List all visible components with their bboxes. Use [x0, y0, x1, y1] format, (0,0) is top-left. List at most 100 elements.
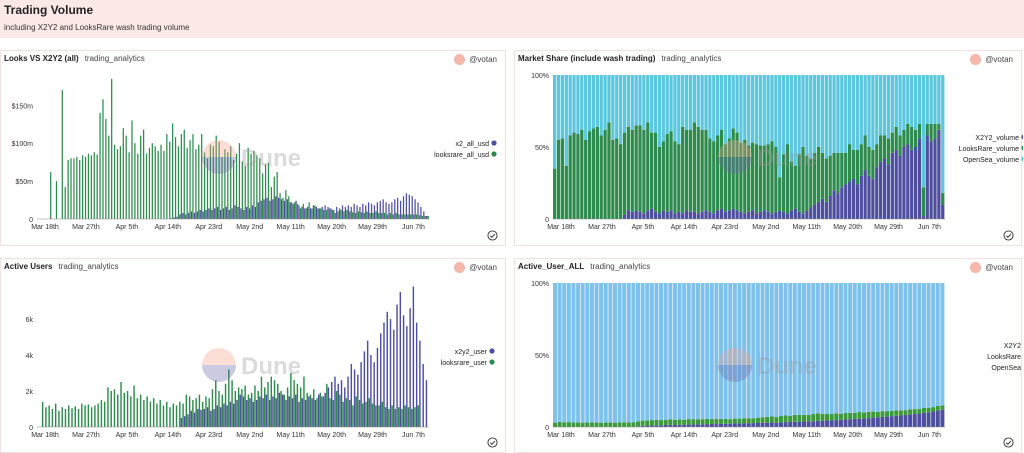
bar-x2y2_user	[285, 400, 287, 427]
legend-label: x2_all_usd	[456, 141, 490, 148]
bar-looksrare_user	[414, 407, 416, 427]
bar-LooksRare_volume	[704, 129, 708, 211]
bar-looksrare_all_usd	[137, 153, 139, 219]
check-circle-icon[interactable]	[1003, 437, 1014, 448]
bar-OpenSea_volume	[611, 75, 615, 140]
bar-looksrare_user	[146, 396, 148, 427]
bar-x2y2_user	[226, 405, 228, 427]
bar-x2_all_usd	[292, 203, 294, 219]
bar-LooksRare_volume	[793, 165, 797, 209]
bar-LooksRare	[921, 407, 926, 413]
bar-looksrare_all_usd	[366, 211, 368, 219]
legend[interactable]: X2Y2 LooksRare OpenSea	[987, 342, 1023, 372]
bar-X2Y2	[926, 412, 931, 427]
bar-OpenSea_volume	[560, 75, 565, 139]
bar-x2y2_user	[406, 326, 408, 427]
bar-x2y2_user	[190, 410, 192, 427]
bar-LooksRare_volume	[797, 154, 801, 212]
bar-OpenSea_volume	[898, 75, 902, 136]
bar-OpenSea	[926, 283, 931, 408]
panel-author[interactable]: @votan	[454, 54, 497, 65]
bar-looksrare_all_usd	[250, 153, 252, 219]
bar-OpenSea_volume	[673, 75, 677, 142]
bar-looksrare_user	[260, 376, 263, 427]
legend-label: X2Y2	[1004, 343, 1021, 350]
bar-looksrare_user	[332, 400, 335, 427]
chart-active-users: 0 2k 4k 6k Mar 18th Mar 27th Apr 5th Apr 14th Ap…	[26, 286, 495, 439]
bar-LooksRare_volume	[580, 129, 584, 219]
bar-X2Y2	[732, 423, 737, 427]
bar-LooksRare	[898, 410, 903, 416]
dune-watermark-text: Dune	[757, 145, 817, 172]
bar-OpenSea_volume	[921, 75, 925, 188]
bar-x2_all_usd	[356, 205, 358, 219]
bar-x2_all_usd	[193, 212, 196, 219]
bar-looksrare_all_usd	[256, 155, 258, 219]
bar-x2_all_usd	[385, 202, 387, 219]
bar-looksrare_user	[139, 394, 142, 427]
bar-X2Y2	[709, 423, 714, 427]
bar-LooksRare	[834, 413, 839, 421]
bar-OpenSea	[599, 283, 604, 423]
panel-author[interactable]: @votan	[970, 262, 1013, 273]
x-tick-label: Apr 5th	[632, 432, 655, 439]
bar-looksrare_all_usd	[238, 143, 241, 219]
bar-OpenSea	[746, 283, 751, 419]
bar-OpenSea	[691, 283, 696, 420]
x-tick-label: May 11th	[793, 224, 821, 231]
legend[interactable]: X2Y2_volume LooksRare_volume OpenSea_volum…	[959, 134, 1023, 164]
legend[interactable]: x2_all_usd looksrare_all_usd	[434, 140, 497, 159]
panel-source[interactable]: trading_analytics	[58, 262, 119, 271]
panel-source[interactable]: trading_analytics	[590, 262, 651, 271]
bar-LooksRare_volume	[778, 177, 782, 211]
bar-looksrare_all_usd	[84, 156, 87, 219]
legend-swatch	[491, 151, 497, 157]
check-circle-icon[interactable]	[487, 437, 498, 448]
bar-x2_all_usd	[283, 200, 286, 219]
bar-looksrare_user	[81, 403, 83, 427]
bar-looksrare_user	[74, 406, 76, 427]
bar-OpenSea	[834, 283, 839, 414]
bar-LooksRare_volume	[700, 129, 704, 212]
author-name: @votan	[469, 263, 497, 272]
bar-looksrare_all_usd	[331, 209, 333, 219]
bar-looksrare_all_usd	[157, 150, 159, 219]
check-circle-icon[interactable]	[487, 230, 498, 241]
bar-x2_all_usd	[278, 197, 280, 219]
bar-x2y2_user	[295, 394, 297, 427]
bar-OpenSea_volume	[813, 75, 817, 153]
bar-LooksRare	[659, 420, 664, 426]
bar-LooksRare_volume	[840, 152, 844, 188]
bar-x2_all_usd	[362, 203, 364, 219]
bar-OpenSea_volume	[653, 75, 658, 133]
bar-LooksRare	[742, 418, 747, 424]
bar-looksrare_user	[348, 400, 351, 427]
x-tick-label: Apr 5th	[632, 224, 655, 231]
bar-LooksRare_volume	[716, 135, 720, 211]
bar-LooksRare_volume	[560, 138, 565, 219]
panel-source[interactable]: trading_analytics	[84, 54, 145, 63]
bar-OpenSea_volume	[615, 75, 619, 139]
legend-swatch	[1021, 134, 1023, 140]
bar-looksrare_user	[152, 398, 155, 427]
panel-author[interactable]: @votan	[454, 262, 497, 273]
bar-LooksRare_volume	[879, 135, 883, 162]
bar-looksrare_all_usd	[328, 208, 331, 219]
bar-looksrare_user	[280, 391, 282, 427]
bar-LooksRare	[691, 419, 696, 425]
bar-x2y2_user	[311, 398, 313, 427]
bar-x2_all_usd	[257, 202, 259, 219]
bar-x2_all_usd	[402, 196, 405, 219]
x-tick-label: Mar 18th	[547, 432, 575, 439]
bar-LooksRare_volume	[805, 155, 809, 211]
panel-author[interactable]: @votan	[970, 54, 1013, 65]
bar-OpenSea	[737, 283, 742, 419]
panel-source[interactable]: trading_analytics	[661, 54, 722, 63]
check-circle-icon[interactable]	[1003, 230, 1014, 241]
bar-looksrare_user	[54, 403, 57, 427]
legend[interactable]: x2y2_user looksrare_user	[441, 348, 495, 367]
bar-LooksRare_volume	[855, 149, 860, 185]
bar-LooksRare	[737, 418, 742, 424]
bar-looksrare_user	[143, 400, 145, 427]
dune-logo-icon	[202, 140, 236, 174]
